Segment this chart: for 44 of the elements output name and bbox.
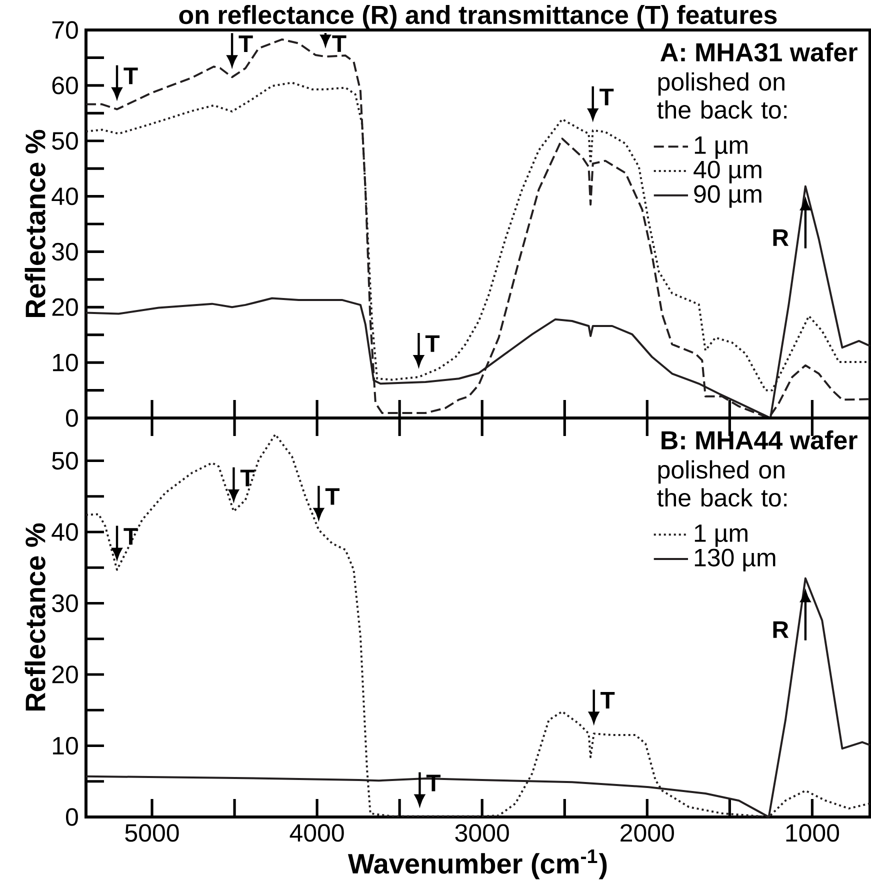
x-tick-label: 1000 xyxy=(786,824,840,842)
y-tick-label: 20 xyxy=(52,666,78,684)
annotation: T xyxy=(124,68,138,84)
y-tick-label: 50 xyxy=(52,452,78,470)
annotation: T xyxy=(332,35,346,52)
y-tick-label: 40 xyxy=(52,187,78,206)
legend-label: 90 µm xyxy=(694,185,762,208)
y-tick-label: 0 xyxy=(66,808,78,826)
annotation: T xyxy=(425,335,440,352)
annotation: T xyxy=(240,470,255,486)
annotation: T xyxy=(600,692,615,709)
legend-title: polished on the back to: xyxy=(657,460,787,507)
annotation: B: MHA44 wafer xyxy=(662,430,858,450)
chart-title: on reflectance (R) and transmittance (T) features xyxy=(179,5,777,30)
y-tick-label: 50 xyxy=(52,132,78,150)
y-tick-label: 10 xyxy=(53,736,78,755)
legend-title: polished on the back to: xyxy=(657,72,787,119)
y-tick-label: 30 xyxy=(52,242,78,261)
annotation: T xyxy=(600,88,614,106)
annotation: R xyxy=(773,621,789,638)
y-tick-label: 30 xyxy=(52,594,78,612)
annotation: T xyxy=(426,774,441,792)
y-tick-label: 20 xyxy=(52,298,78,316)
y-axis-title: Reflectance % xyxy=(24,130,46,318)
x-tick-label: 4000 xyxy=(290,824,344,842)
x-tick-label: 3000 xyxy=(455,824,509,842)
y-tick-label: 60 xyxy=(52,76,78,94)
annotation: T xyxy=(325,488,340,505)
annotation: R xyxy=(773,229,789,246)
x-axis-title: Wavenumber (cm$^{-1}$) xyxy=(348,849,607,880)
y-tick-label: 0 xyxy=(66,409,78,427)
legend-label: 1 µm xyxy=(694,136,748,159)
legend-label: 40 µm xyxy=(694,160,762,184)
y-tick-label: 70 xyxy=(52,21,78,39)
annotation: A: MHA31 wafer xyxy=(660,42,858,62)
y-tick-label: 40 xyxy=(52,523,78,541)
y-tick-label: 10 xyxy=(53,354,78,372)
x-tick-label: 5000 xyxy=(125,824,179,842)
annotation: T xyxy=(238,36,253,52)
y-axis-title: Reflectance % xyxy=(24,523,46,711)
legend-label: 130 µm xyxy=(694,548,776,572)
x-tick-label: 2000 xyxy=(620,824,674,842)
legend-label: 1 µm xyxy=(694,524,748,547)
annotation: T xyxy=(124,528,138,545)
